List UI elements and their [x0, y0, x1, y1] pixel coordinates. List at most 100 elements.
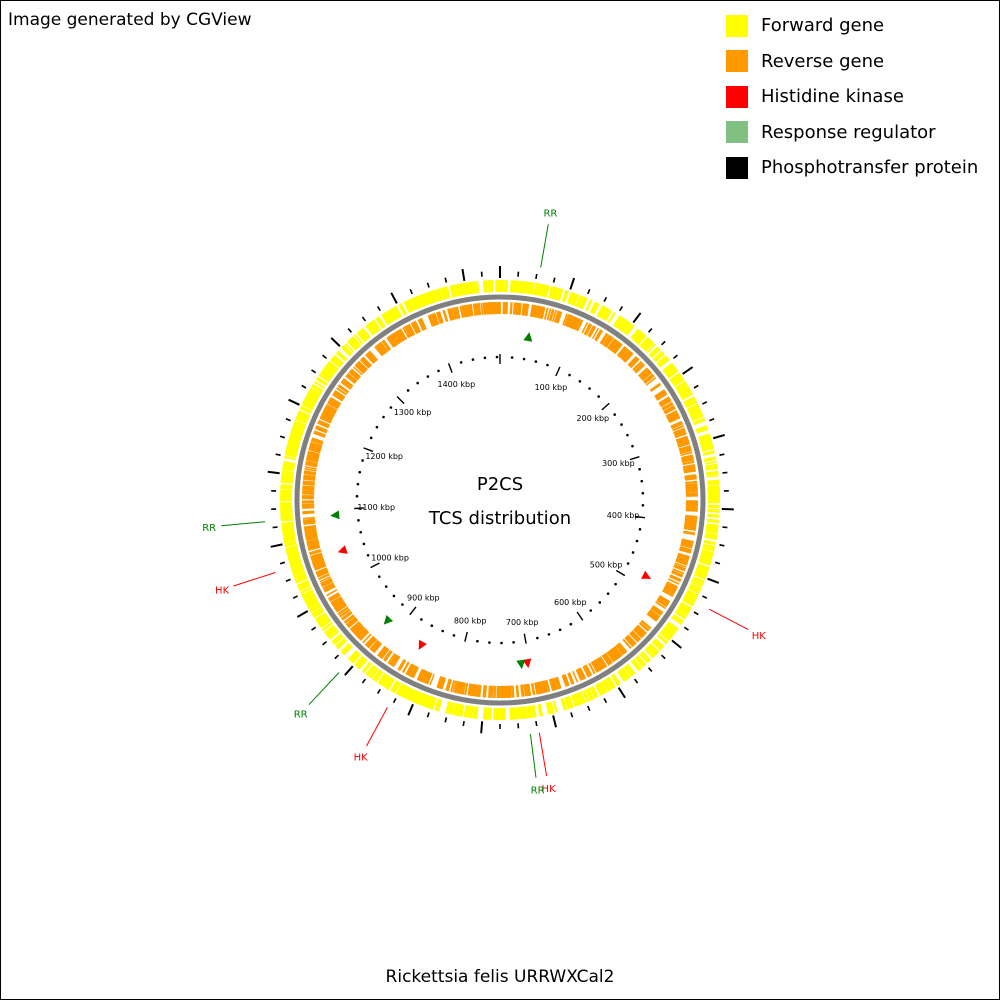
outer-tick	[301, 384, 307, 389]
ruler-tick	[464, 631, 468, 642]
feature-callout-line	[308, 672, 340, 706]
forward-gene-mark	[706, 518, 720, 524]
reverse-gene-mark	[457, 681, 463, 694]
forward-gene-mark	[292, 424, 305, 432]
ruler-dot	[578, 380, 582, 383]
reverse-gene-mark	[393, 331, 402, 343]
forward-gene-mark	[290, 431, 303, 438]
forward-gene-mark	[341, 344, 353, 356]
forward-gene-mark	[403, 301, 411, 314]
reverse-gene-mark	[453, 680, 459, 694]
reverse-gene-mark	[684, 474, 697, 478]
reverse-gene-mark	[470, 683, 475, 697]
forward-gene-mark	[538, 283, 545, 297]
reverse-gene-mark	[305, 460, 318, 466]
forward-gene-mark	[310, 387, 322, 396]
forward-gene-mark	[326, 627, 338, 638]
ruler-dot	[558, 628, 562, 632]
reverse-gene-mark	[629, 632, 639, 643]
reverse-gene-mark	[482, 685, 487, 698]
reverse-gene-mark	[438, 311, 444, 324]
forward-gene-mark	[639, 653, 649, 664]
reverse-gene-mark	[635, 363, 646, 374]
forward-gene-mark	[281, 473, 294, 478]
forward-gene-mark	[423, 292, 431, 306]
forward-gene-mark	[359, 329, 370, 341]
forward-gene-mark	[435, 698, 443, 712]
legend-item-response-regulator: Response regulator	[726, 115, 978, 151]
forward-gene-mark	[300, 586, 312, 594]
forward-gene-mark	[639, 336, 650, 348]
forward-gene-mark	[398, 684, 407, 697]
reverse-gene-mark	[445, 678, 451, 691]
reverse-gene-track	[301, 301, 699, 699]
forward-gene-mark	[665, 624, 677, 634]
forward-gene-mark	[578, 296, 585, 308]
reverse-gene-mark	[421, 670, 429, 683]
forward-gene-mark	[291, 566, 304, 574]
reverse-gene-mark	[303, 470, 317, 475]
reverse-gene-mark	[684, 520, 697, 525]
reverse-gene-mark	[572, 670, 579, 683]
ruler-dot	[569, 622, 573, 626]
outer-tick	[311, 626, 317, 631]
reverse-gene-mark	[302, 485, 315, 490]
reverse-gene-mark	[606, 650, 616, 663]
forward-gene-mark	[581, 689, 590, 703]
forward-gene-mark	[640, 651, 651, 663]
reverse-gene-mark	[440, 677, 447, 690]
forward-gene-mark	[645, 646, 656, 657]
forward-gene-mark	[677, 604, 691, 614]
reverse-gene-mark	[464, 304, 470, 317]
forward-gene-mark	[458, 283, 465, 296]
forward-gene-mark	[488, 707, 493, 720]
tcs-marker-rr	[523, 332, 533, 342]
reverse-gene-mark	[535, 681, 542, 695]
forward-gene-mark	[672, 614, 684, 623]
reverse-gene-mark	[318, 419, 331, 427]
forward-gene-mark	[337, 350, 348, 361]
forward-gene-mark	[294, 420, 307, 427]
reverse-gene-mark	[545, 679, 551, 693]
forward-gene-mark	[357, 330, 368, 342]
reverse-gene-mark	[305, 534, 318, 540]
forward-gene-mark	[630, 328, 640, 339]
reverse-gene-mark	[311, 437, 324, 445]
forward-gene-mark	[445, 701, 452, 714]
reverse-gene-mark	[325, 405, 337, 413]
reverse-gene-mark	[459, 682, 464, 695]
reverse-gene-mark	[302, 480, 315, 484]
reverse-gene-mark	[607, 649, 618, 662]
forward-gene-mark	[688, 408, 702, 417]
reverse-gene-mark	[593, 659, 602, 672]
reverse-gene-mark	[328, 592, 340, 600]
forward-gene-mark	[706, 523, 719, 529]
forward-gene-mark	[707, 510, 720, 513]
reverse-gene-mark	[619, 348, 629, 359]
forward-gene-mark	[674, 380, 686, 389]
outer-tick	[322, 354, 327, 359]
outer-tick	[673, 354, 678, 359]
outer-tick	[334, 654, 340, 660]
forward-gene-mark	[484, 280, 488, 293]
forward-gene-mark	[313, 381, 326, 390]
reverse-gene-mark	[394, 330, 404, 343]
reverse-gene-mark	[557, 311, 563, 324]
outer-tick	[407, 703, 414, 716]
ruler-dot	[488, 641, 491, 644]
forward-gene-mark	[621, 667, 631, 679]
forward-gene-mark	[599, 681, 608, 694]
outer-tick	[712, 433, 726, 440]
forward-gene-mark	[686, 590, 699, 598]
forward-gene-mark	[286, 443, 299, 449]
ruler-dot	[638, 467, 641, 471]
forward-gene-mark	[580, 297, 588, 310]
ruler-dot	[375, 425, 379, 429]
forward-gene-mark	[663, 363, 675, 374]
ruler-dot	[631, 551, 635, 554]
reverse-gene-mark	[326, 403, 338, 411]
reverse-gene-mark	[658, 397, 671, 406]
forward-gene-mark	[354, 655, 365, 667]
reverse-gene-mark	[573, 318, 582, 331]
reverse-gene-mark	[658, 594, 671, 603]
